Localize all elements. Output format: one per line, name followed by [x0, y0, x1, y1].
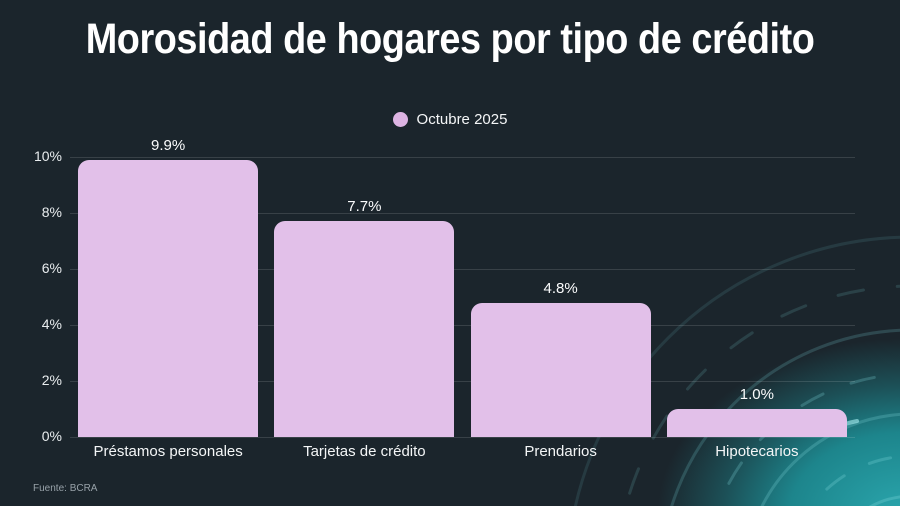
- y-axis-tick-label: 0%: [41, 428, 62, 444]
- bar-value-label: 7.7%: [347, 198, 382, 216]
- bar-value-label: 9.9%: [151, 136, 186, 154]
- bar-value-label: 4.8%: [543, 279, 578, 297]
- bar-prendarios: [470, 302, 651, 437]
- gridline-6%: [70, 269, 855, 270]
- legend: Octubre 2025: [0, 111, 900, 128]
- x-axis-category-label: Hipotecarios: [715, 443, 799, 460]
- gridline-0%: [70, 437, 855, 438]
- bar-préstamos-personales: [78, 159, 259, 437]
- x-axis-category-label: Préstamos personales: [93, 443, 243, 460]
- y-axis-tick-label: 6%: [41, 260, 62, 276]
- legend-label: Octubre 2025: [416, 111, 508, 128]
- legend-dot-icon: [392, 112, 408, 127]
- source-caption: Fuente: BCRA: [33, 483, 98, 494]
- gridline-2%: [70, 381, 855, 382]
- bar-tarjetas-de-crédito: [274, 221, 455, 437]
- y-axis-tick-label: 2%: [41, 372, 62, 388]
- x-axis-category-label: Prendarios: [524, 443, 597, 460]
- bar-hipotecarios: [666, 409, 847, 437]
- y-axis-tick-label: 10%: [33, 148, 62, 164]
- bar-value-label: 1.0%: [739, 386, 774, 403]
- y-axis-tick-label: 4%: [41, 316, 62, 332]
- gridline-8%: [70, 213, 855, 214]
- gridline-10%: [70, 157, 855, 158]
- gridline-4%: [70, 325, 855, 326]
- x-axis-category-label: Tarjetas de crédito: [303, 443, 426, 460]
- y-axis-tick-label: 8%: [41, 204, 62, 220]
- page-title: Morosidad de hogares por tipo de crédito: [85, 15, 815, 63]
